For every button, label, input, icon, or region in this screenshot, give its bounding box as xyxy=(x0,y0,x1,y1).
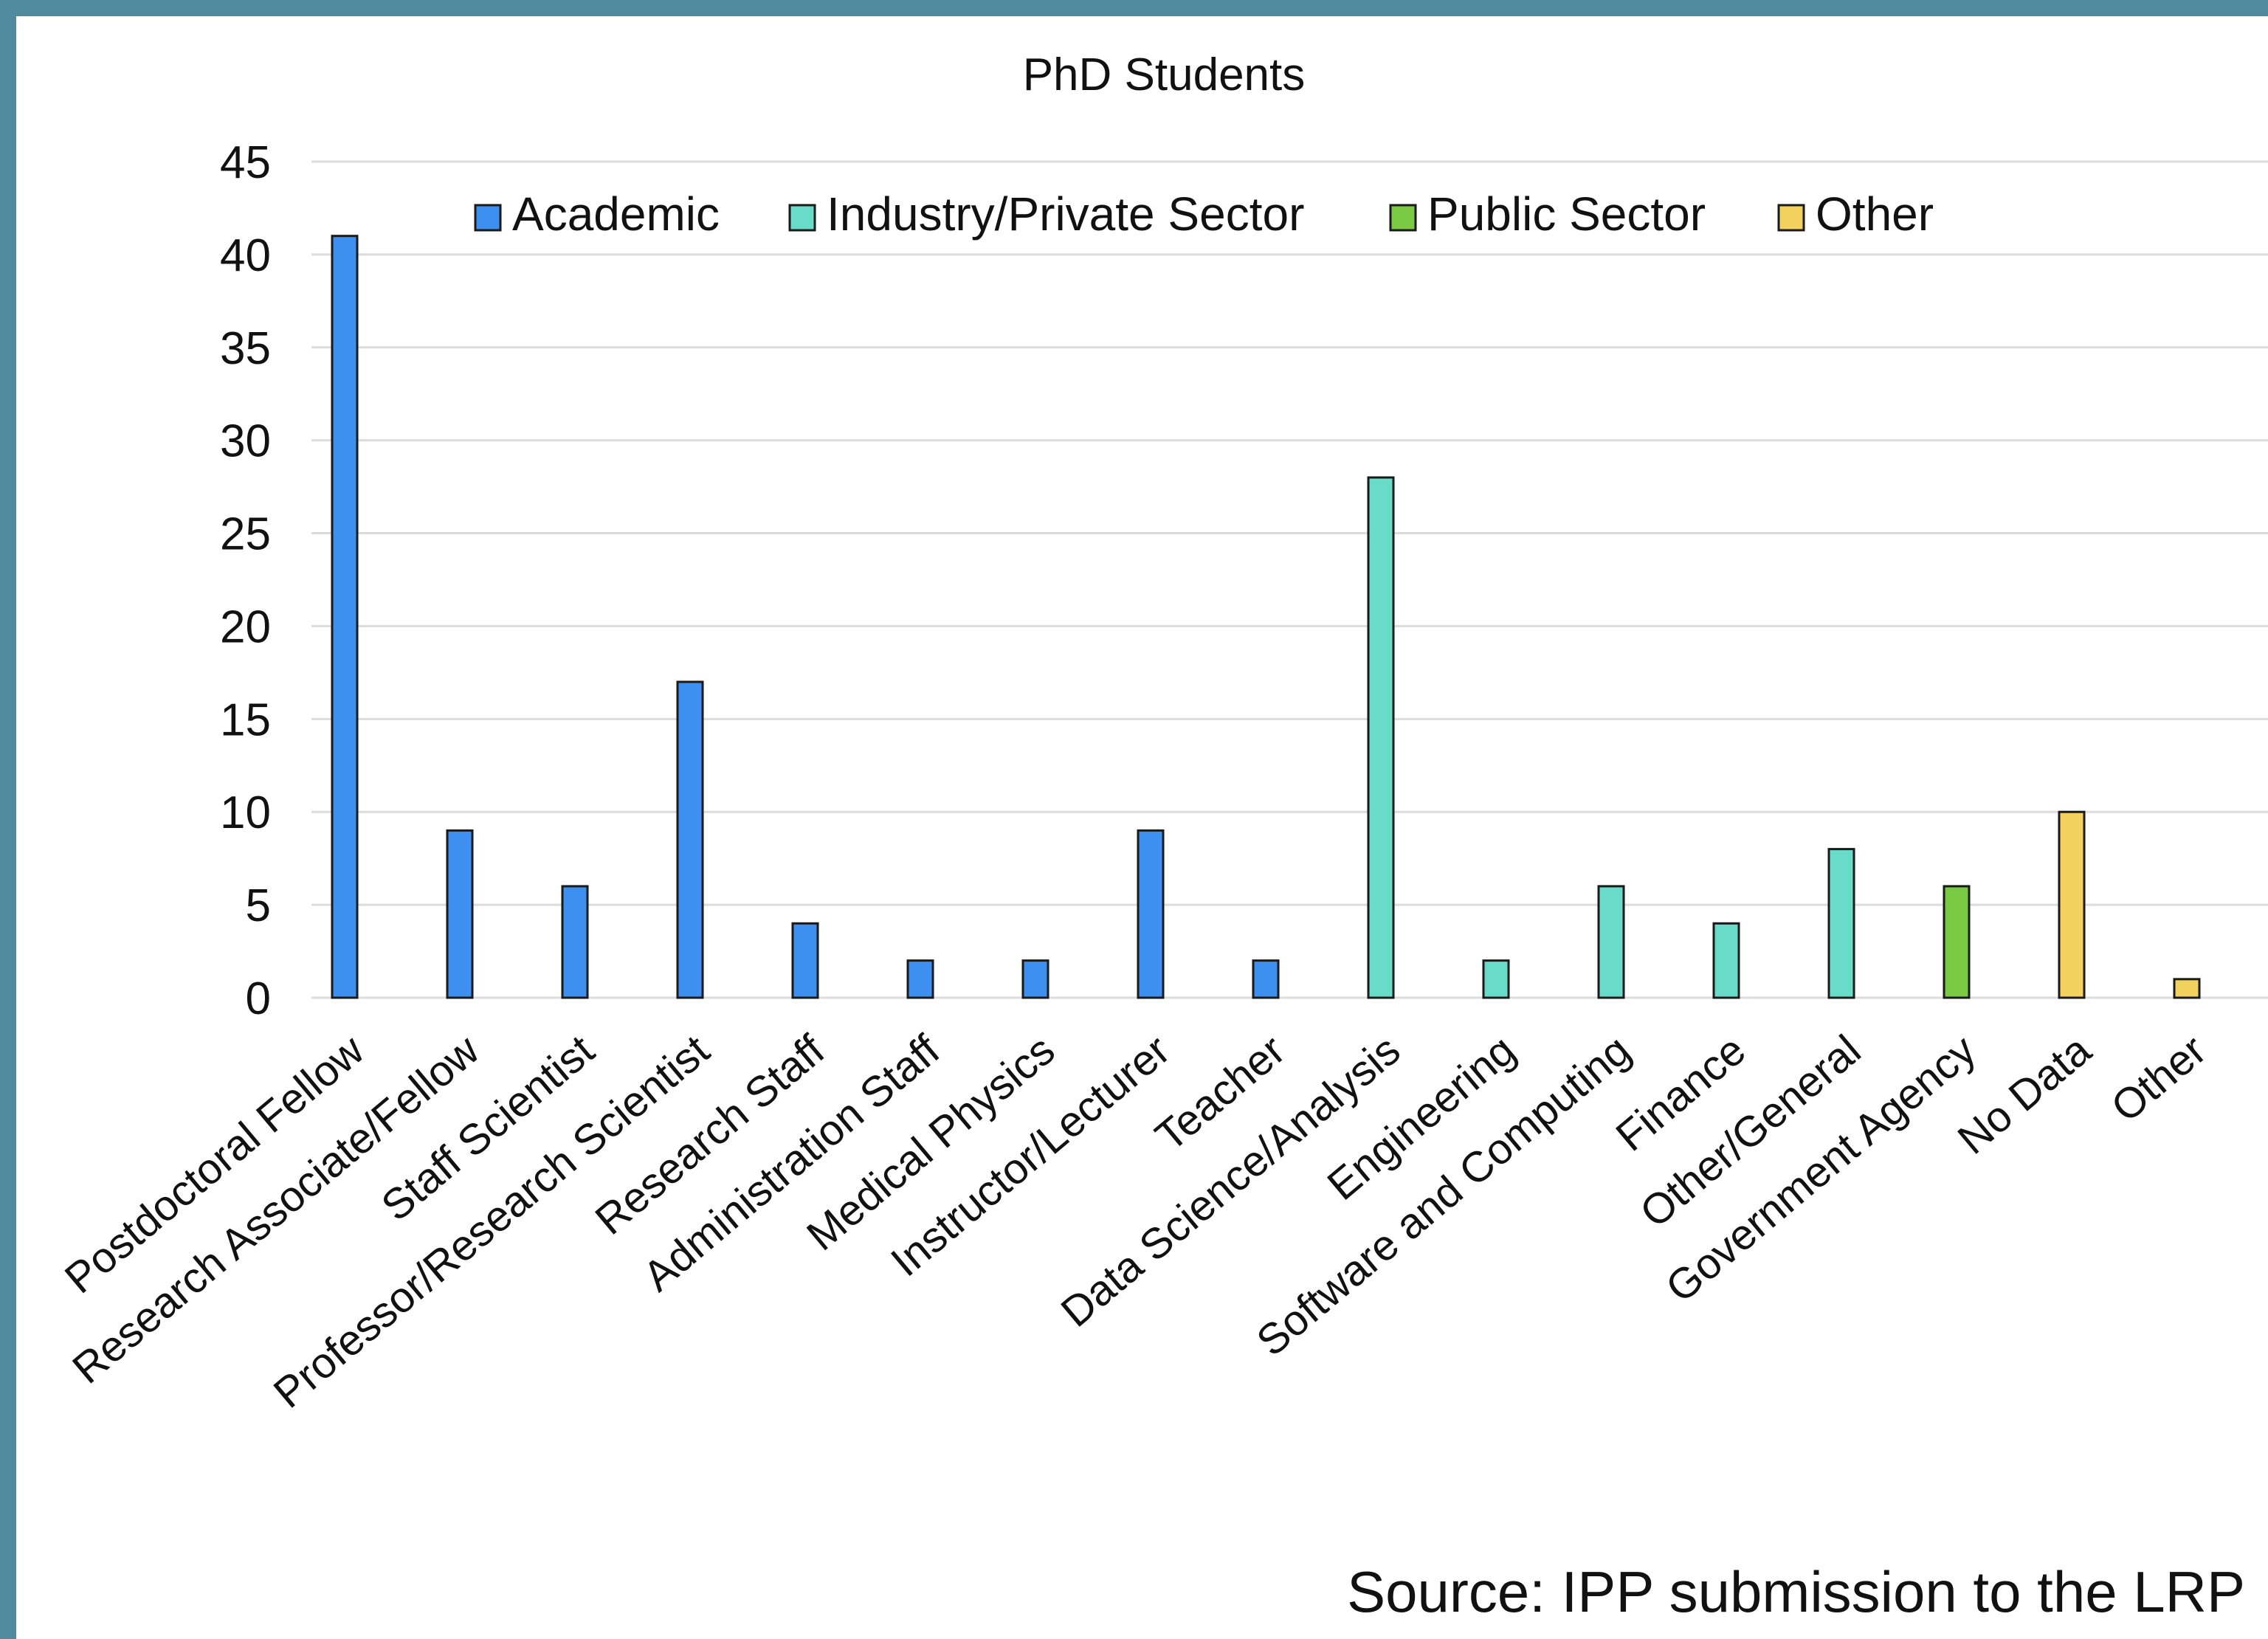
bars xyxy=(331,235,2201,999)
y-tick-label: 35 xyxy=(220,323,271,374)
legend: Academic Industry/Private Sector Public Se… xyxy=(474,187,1934,241)
y-tick-label: 15 xyxy=(220,694,271,745)
y-tick-label: 40 xyxy=(220,230,271,281)
y-tick-label: 20 xyxy=(220,601,271,652)
gridlines xyxy=(311,160,2268,999)
x-tick-label: Other xyxy=(2102,1026,2215,1131)
bar xyxy=(791,922,819,999)
bar xyxy=(906,959,934,999)
bar xyxy=(1712,922,1740,999)
y-tick-label: 5 xyxy=(246,880,271,931)
chart-title: PhD Students xyxy=(1023,49,1306,100)
legend-swatch xyxy=(788,204,816,232)
bar-chart: 0 5 10 15 20 25 30 35 40 45 Postdoctoral FellowRe… xyxy=(56,49,2268,1624)
bar xyxy=(1597,885,1625,999)
y-axis-ticks: 0 5 10 15 20 25 30 35 40 45 xyxy=(220,137,271,1024)
source-note: Source: IPP submission to the LRP xyxy=(1347,1559,2245,1624)
bar xyxy=(561,885,589,999)
bar xyxy=(1827,848,1855,999)
y-tick-label: 10 xyxy=(220,787,271,838)
bar xyxy=(1367,476,1395,999)
y-tick-label: 25 xyxy=(220,509,271,560)
bar xyxy=(676,680,704,999)
legend-swatch xyxy=(474,204,502,232)
y-tick-label: 0 xyxy=(246,973,271,1024)
bar xyxy=(2173,978,2201,999)
bar xyxy=(2058,810,2086,999)
legend-swatch xyxy=(1389,204,1417,232)
x-tick-label: No Data xyxy=(1949,1026,2100,1164)
chart-panel: 0 5 10 15 20 25 30 35 40 45 Postdoctoral Fellow Re… xyxy=(16,16,2268,1639)
y-tick-label: 30 xyxy=(220,416,271,467)
bar xyxy=(1021,959,1049,999)
bar xyxy=(1482,959,1510,999)
bar xyxy=(1252,959,1280,999)
legend-label: Public Sector xyxy=(1427,187,1706,241)
bar xyxy=(446,829,474,999)
legend-swatch xyxy=(1777,204,1805,232)
y-tick-label: 45 xyxy=(220,137,271,188)
legend-label: Other xyxy=(1816,187,1934,241)
bar xyxy=(1943,885,1971,999)
legend-label: Industry/Private Sector xyxy=(827,187,1304,241)
legend-label: Academic xyxy=(512,187,720,241)
bar xyxy=(331,235,359,999)
bar xyxy=(1137,829,1165,999)
